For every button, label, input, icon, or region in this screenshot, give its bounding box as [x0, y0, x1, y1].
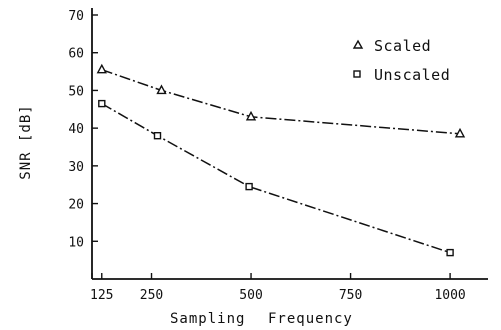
legend-label-scaled: Scaled: [374, 37, 431, 55]
y-tick-label-20: 20: [68, 198, 84, 213]
legend: Scaled Unscaled: [352, 37, 450, 84]
y-tick-label-10: 10: [68, 235, 84, 250]
y-tick-label-70: 70: [68, 9, 84, 24]
y-tick-label-60: 60: [68, 47, 84, 62]
x-axis-label-part-1: Sampling: [170, 311, 245, 327]
legend-item-unscaled: Unscaled: [353, 66, 450, 84]
point-unscaled-495: [245, 182, 253, 191]
y-tick-label-50: 50: [68, 84, 84, 99]
series-line-unscaled: [101, 102, 451, 254]
x-tick-label-125: 125: [90, 288, 113, 303]
legend-label-unscaled: Unscaled: [374, 66, 450, 84]
point-scaled-125: [96, 63, 107, 74]
x-tick-label-250: 250: [140, 288, 163, 303]
series-layer: [96, 63, 466, 257]
x-tick-label-500: 500: [239, 288, 262, 303]
point-unscaled-265: [153, 131, 162, 140]
x-tick-label-1000: 1000: [434, 288, 465, 303]
series-line-scaled: [101, 68, 461, 135]
legend-square-icon: [353, 70, 361, 78]
point-scaled-1025: [454, 127, 466, 138]
y-tick-label-30: 30: [68, 160, 84, 175]
legend-item-scaled: Scaled: [352, 37, 431, 55]
x-tick-label-750: 750: [339, 288, 362, 303]
point-unscaled-125: [98, 99, 106, 108]
point-scaled-275: [156, 84, 167, 95]
y-tick-label-40: 40: [68, 122, 84, 137]
y-ticks: 10 20 30 40 50 60 70: [68, 9, 98, 250]
x-axis-label-part-2: Frequency: [268, 311, 353, 327]
legend-triangle-icon: [352, 39, 364, 49]
point-unscaled-1000: [446, 248, 454, 257]
point-scaled-500: [245, 110, 257, 121]
x-ticks: 125 250 500 750 1000: [90, 273, 466, 303]
y-axis-label: SNR [dB]: [18, 104, 34, 179]
